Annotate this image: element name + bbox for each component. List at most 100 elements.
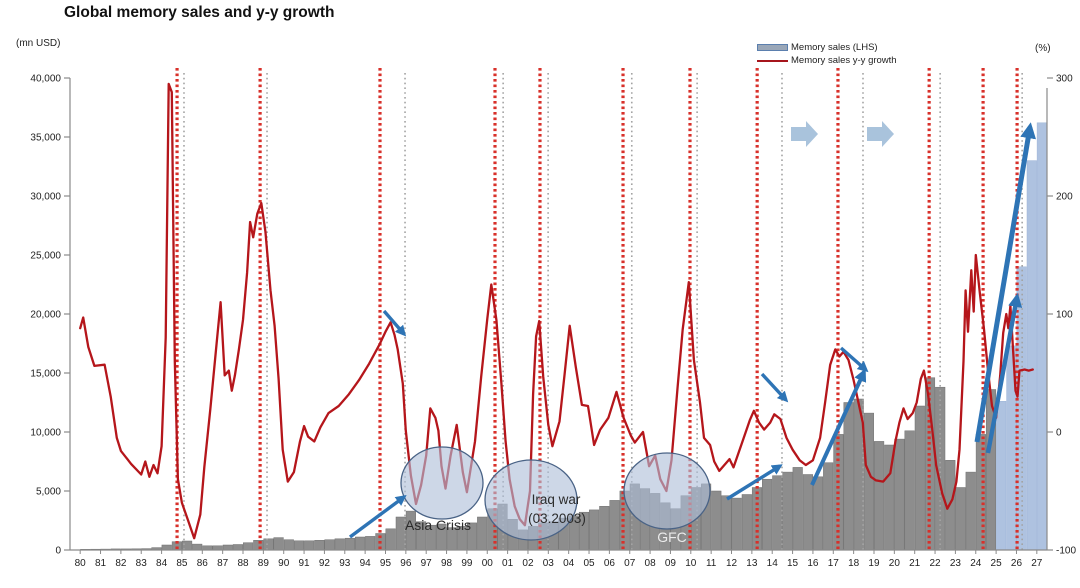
trend-arrow — [760, 372, 789, 403]
left-axis-tick-label: 20,000 — [30, 310, 61, 321]
x-axis-tick-label: 09 — [665, 558, 677, 569]
sales-bar — [344, 537, 355, 551]
growth-line-group — [79, 82, 1034, 540]
sales-bar — [324, 539, 335, 551]
sales-bar — [263, 538, 274, 551]
sales-bar — [955, 487, 966, 551]
x-axis-tick-label: 14 — [767, 558, 779, 569]
right-axis-tick-label: 200 — [1056, 192, 1073, 203]
x-axis-tick-label: 27 — [1031, 558, 1043, 569]
x-axis-tick-label: 99 — [461, 558, 473, 569]
sales-bar — [721, 495, 732, 551]
x-axis-tick-label: 98 — [441, 558, 453, 569]
sales-bar — [731, 497, 742, 551]
sales-bar — [283, 539, 294, 551]
sales-bar — [711, 490, 722, 551]
annotation-ellipse-asia-crisis — [400, 446, 484, 520]
annotation-ellipse-gfc — [623, 452, 711, 530]
legend-item-sales: Memory sales (LHS) — [757, 41, 897, 54]
annotation-ellipse-iraq-war — [484, 459, 578, 541]
sales-bar — [823, 462, 834, 551]
x-axis-tick-label: 96 — [400, 558, 412, 569]
x-axis-tick-label: 22 — [929, 558, 941, 569]
sales-bar — [914, 405, 925, 551]
sales-bar — [589, 509, 600, 551]
sales-bar-forecast — [1026, 160, 1037, 551]
x-axis-tick-label: 25 — [991, 558, 1003, 569]
sales-bar — [772, 475, 783, 551]
x-axis-tick-label: 85 — [176, 558, 188, 569]
x-axis-tick-label: 16 — [807, 558, 819, 569]
sales-bar — [304, 540, 315, 551]
left-axis-tick-label: 30,000 — [30, 192, 61, 203]
right-axis-tick-label: 100 — [1056, 310, 1073, 321]
x-axis-tick-label: 83 — [136, 558, 148, 569]
x-axis-tick-label: 07 — [624, 558, 636, 569]
x-axis-tick-label: 87 — [217, 558, 229, 569]
x-axis-tick-label: 24 — [970, 558, 982, 569]
x-axis-tick-label: 93 — [339, 558, 351, 569]
x-axis-tick-label: 80 — [75, 558, 87, 569]
left-axis-unit-label: (mn USD) — [16, 38, 61, 49]
sales-bar — [334, 538, 345, 551]
sales-bar — [243, 542, 254, 551]
block-arrow-right-icon — [867, 121, 894, 147]
left-axis-tick-label: 40,000 — [30, 74, 61, 85]
left-axis-tick-label: 15,000 — [30, 369, 61, 380]
sales-bar — [904, 430, 915, 551]
sales-bar — [599, 506, 610, 551]
x-axis-tick-label: 82 — [115, 558, 127, 569]
sales-bar-forecast — [1036, 122, 1047, 551]
left-axis-ticks: 0 5,000 10,000 15,000 20,000 25,000 30,000 35,0… — [30, 74, 70, 557]
sales-bar — [202, 545, 213, 551]
sales-bar — [762, 478, 773, 551]
x-axis-tick-label: 89 — [258, 558, 270, 569]
x-axis-tick-label: 86 — [197, 558, 209, 569]
annotation-labels: Asia Crisis Iraq war (03.2003) GFC — [405, 492, 687, 545]
sales-bar — [293, 540, 305, 551]
x-axis-tick-label: 94 — [360, 558, 372, 569]
x-axis-tick-label: 05 — [583, 558, 595, 569]
trend-arrow — [382, 309, 407, 337]
x-axis-tick-label: 13 — [746, 558, 758, 569]
x-axis-tick-label: 04 — [563, 558, 575, 569]
x-axis-tick-label: 92 — [319, 558, 331, 569]
sales-bar — [843, 402, 854, 551]
sales-bar — [477, 516, 488, 551]
legend-line-swatch — [757, 59, 788, 62]
x-axis-tick-label: 10 — [685, 558, 697, 569]
sales-bar — [222, 544, 233, 551]
annotation-text: GFC — [657, 529, 687, 545]
sales-bar — [314, 540, 325, 551]
x-axis-tick-label: 97 — [421, 558, 433, 569]
x-axis-tick-label: 84 — [156, 558, 168, 569]
x-axis-tick-label: 01 — [502, 558, 514, 569]
x-axis-tick-label: 02 — [522, 558, 534, 569]
sales-bar — [232, 544, 243, 551]
trend-arrow — [810, 368, 867, 486]
sales-bar — [802, 474, 813, 551]
annotation-text: (03.2003) — [528, 511, 586, 526]
sales-bar — [365, 536, 376, 551]
sales-bar — [965, 471, 976, 551]
sales-bar — [161, 544, 172, 551]
x-axis-tick-label: 21 — [909, 558, 921, 569]
sales-bar — [751, 487, 763, 551]
x-axis-tick-label: 11 — [706, 558, 717, 569]
x-axis-tick-label: 20 — [889, 558, 901, 569]
legend-growth-label: Memory sales y-y growth — [791, 55, 897, 66]
x-axis-tick-label: 23 — [950, 558, 962, 569]
legend-sales-label: Memory sales (LHS) — [791, 42, 878, 53]
legend: Memory sales (LHS) Memory sales y-y grow… — [757, 41, 897, 67]
x-axis-ticks: 80 81 82 83 84 85 86 87 88 89 90 91 92 93 94 95 96 97 98 99… — [75, 550, 1043, 569]
trend-arrow — [974, 122, 1037, 443]
sales-bar — [792, 467, 803, 551]
x-axis-tick-label: 18 — [848, 558, 860, 569]
sales-bar — [355, 536, 366, 551]
sales-bar — [874, 441, 885, 551]
x-axis-tick-label: 81 — [95, 558, 107, 569]
right-axis-unit-label: (%) — [1035, 43, 1051, 54]
sales-bar-forecast — [996, 401, 1007, 551]
